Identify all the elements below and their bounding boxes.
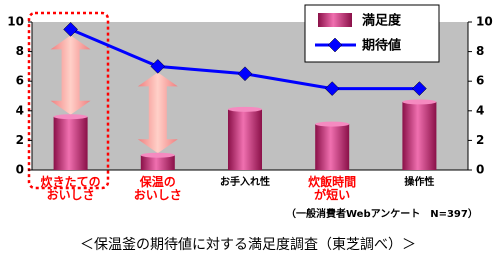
x-tick-label: 炊きたての おいしさ: [40, 175, 101, 202]
y2-tick-label: 2: [476, 133, 484, 147]
bar-top: [140, 152, 175, 158]
caption: ＜保温釜の期待値に対する満足度調査（東芝調べ）＞: [80, 237, 416, 253]
y-tick-label: 4: [16, 103, 24, 117]
bar: [315, 124, 350, 170]
legend-swatch: [318, 13, 352, 27]
y2-tick-label: 6: [476, 74, 484, 88]
marker: [324, 81, 340, 96]
y-tick-label: 2: [16, 133, 24, 147]
y-tick-label: 10: [7, 15, 24, 29]
y-tick-label: 0: [16, 163, 24, 177]
marker: [237, 66, 253, 82]
bar: [53, 116, 88, 170]
bar-top: [402, 99, 437, 105]
y-tick-label: 8: [16, 44, 24, 58]
gap-arrow: [137, 72, 178, 154]
legend-label: 期待値: [362, 38, 401, 54]
bar: [228, 109, 262, 170]
x-tick-label: 保温の おいしさ: [133, 175, 182, 202]
legend-label: 満足度: [362, 13, 402, 29]
bar-top: [228, 106, 262, 112]
y2-tick-label: 10: [476, 15, 493, 29]
bar: [140, 155, 175, 170]
highlight-box: [27, 11, 110, 190]
y2-tick-label: 8: [476, 44, 484, 58]
note: （一般消費者Webアンケート N=397）: [286, 209, 478, 220]
x-tick-label: 操作性: [404, 177, 435, 188]
x-tick-label: 炊飯時間 が短い: [308, 175, 357, 202]
bar: [402, 101, 437, 170]
marker: [412, 81, 427, 96]
legend-swatch: [327, 37, 343, 53]
gap-arrow: [50, 35, 91, 115]
bar-top: [53, 114, 88, 120]
y2-tick-label: 4: [476, 103, 484, 117]
marker: [63, 22, 78, 37]
y-tick-label: 6: [16, 74, 24, 88]
bar-top: [315, 121, 350, 127]
marker: [150, 59, 166, 74]
y2-tick-label: 0: [476, 163, 484, 177]
x-tick-label: お手入れ性: [220, 177, 270, 188]
